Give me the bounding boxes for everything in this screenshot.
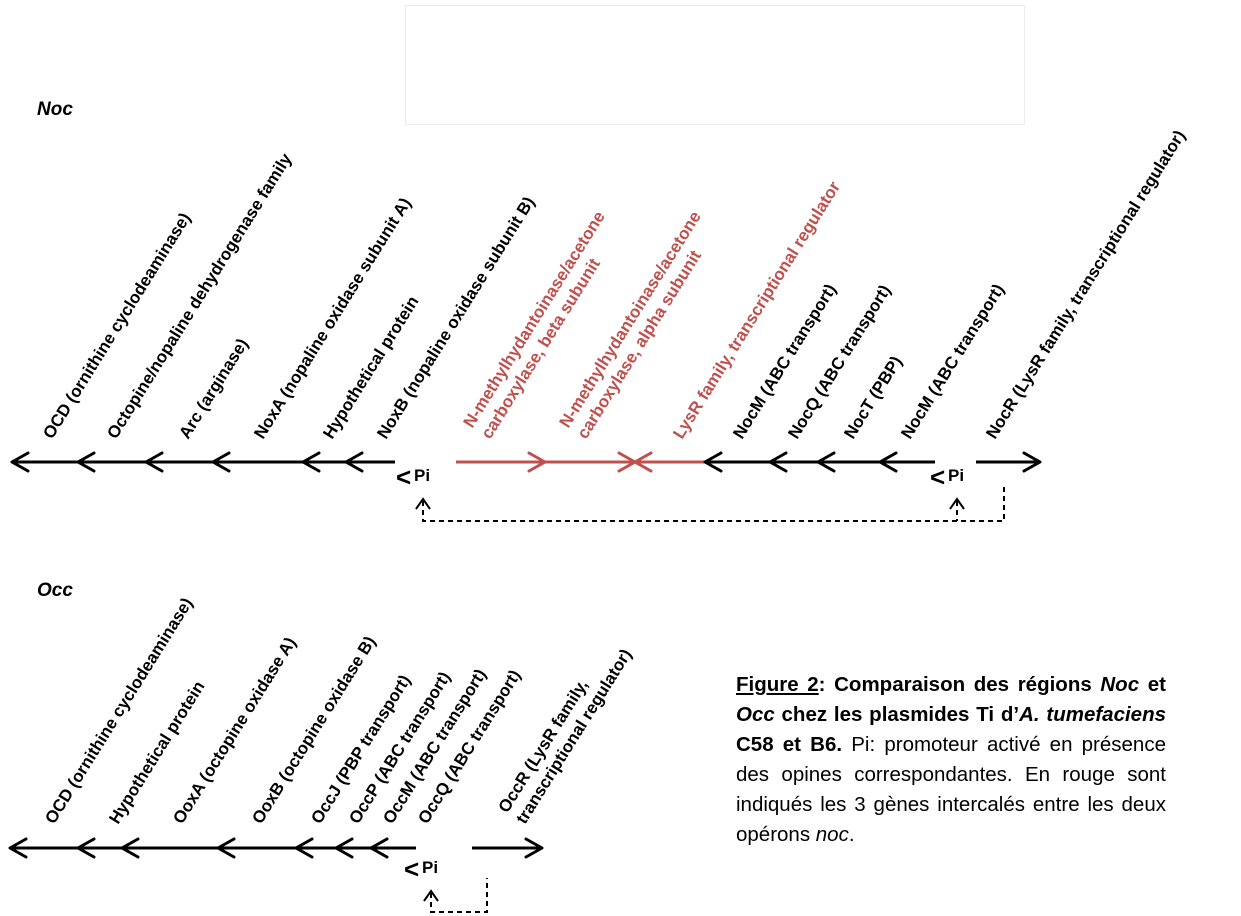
gene-label: NocT (PBP) bbox=[840, 353, 906, 442]
noc-gene-arrow bbox=[976, 451, 1042, 473]
promoter-label: Pi bbox=[948, 466, 964, 485]
figure-label: Figure 2 bbox=[736, 673, 819, 696]
noc-gene-arrow bbox=[10, 451, 78, 473]
promoter-arrow: < bbox=[396, 462, 411, 492]
figure-caption: Figure 2: Comparaison des régions Noc et… bbox=[736, 673, 1166, 846]
noc-gene-arrow bbox=[301, 451, 346, 473]
promoter-arrow: < bbox=[404, 854, 419, 884]
gene-label: NocR (LysR family, transcriptional regul… bbox=[982, 127, 1189, 442]
noc-gene-arrow bbox=[768, 451, 818, 473]
occ-operon: OCD (ornithine cyclodeaminase)Hypothetic… bbox=[8, 594, 636, 913]
occ-gene-arrow bbox=[369, 837, 416, 859]
promoter: < Pi bbox=[930, 462, 964, 492]
occ-title: Occ bbox=[37, 580, 73, 601]
noc-gene-arrow bbox=[816, 451, 880, 473]
occ-gene-arrow bbox=[472, 837, 544, 859]
empty-frame bbox=[405, 5, 1025, 125]
noc-gene-arrow bbox=[456, 451, 547, 473]
gene-label: NocQ (ABC transport) bbox=[784, 281, 894, 442]
occ-gene-arrow bbox=[120, 837, 218, 859]
noc-gene-arrow bbox=[545, 451, 637, 473]
occ-gene-arrow bbox=[216, 837, 296, 859]
noc-gene-arrow bbox=[211, 451, 303, 473]
occ-regulation-connector bbox=[423, 878, 488, 913]
noc-regulation-connector bbox=[415, 486, 1005, 522]
promoter-label: Pi bbox=[422, 858, 438, 877]
noc-gene-arrow bbox=[144, 451, 213, 473]
noc-operon: OCD (ornithine cyclodeaminase)Octopine/n… bbox=[10, 127, 1189, 522]
promoter-label: Pi bbox=[414, 466, 430, 485]
gene-label-line: transcriptional regulator) bbox=[512, 646, 635, 827]
noc-gene-arrow bbox=[344, 451, 395, 473]
noc-gene-arrow bbox=[703, 451, 770, 473]
occ-gene-arrow bbox=[294, 837, 336, 859]
noc-gene-arrow bbox=[878, 451, 935, 473]
gene-label: NocM (ABC transport) bbox=[729, 281, 840, 442]
promoter: < Pi bbox=[404, 854, 438, 884]
occ-gene-arrow bbox=[8, 837, 78, 859]
noc-gene-arrow bbox=[633, 451, 705, 473]
occ-gene-arrow bbox=[334, 837, 371, 859]
noc-gene-arrow bbox=[76, 451, 146, 473]
noc-title: Noc bbox=[37, 99, 73, 120]
promoter: < Pi bbox=[396, 462, 430, 492]
gene-label: Arc (arginase) bbox=[175, 335, 252, 442]
occ-gene-arrow bbox=[76, 837, 122, 859]
gene-label: OccR (LysR family,transcriptional regula… bbox=[494, 634, 635, 827]
promoter-arrow: < bbox=[930, 462, 945, 492]
